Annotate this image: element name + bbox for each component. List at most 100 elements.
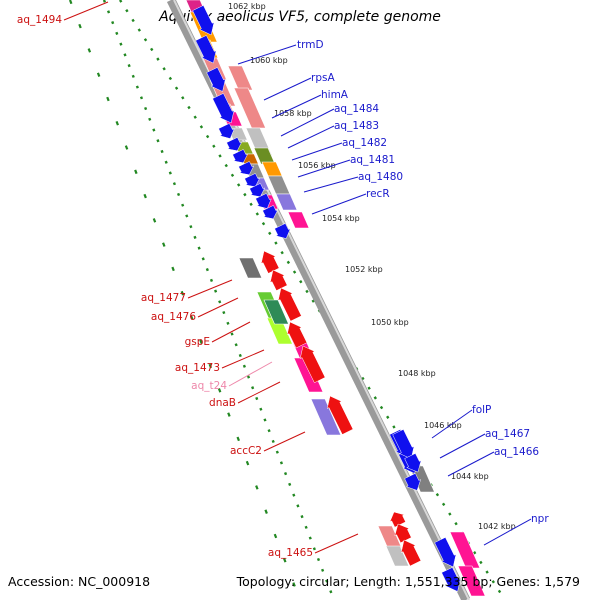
forward-gene-arrow	[232, 149, 249, 164]
forward-gene-leader	[447, 451, 495, 477]
forward-gene-label: folP	[472, 404, 491, 416]
reverse-gene-label: accC2	[230, 445, 262, 457]
forward-gene-arrow	[226, 137, 243, 152]
forward-gene-leader	[280, 108, 335, 137]
cog-block	[377, 525, 403, 549]
cog-block	[287, 211, 310, 229]
topology-label: Topology: circular; Length: 1,551,335 bp…	[236, 574, 580, 589]
tick-label: 1044 kbp	[451, 472, 489, 481]
reverse-gene-arrow	[260, 250, 280, 274]
gene-labels: trmD rpsA himA aq_1484 aq_1483 aq_1482 aq_1481…	[17, 1, 549, 559]
forward-gene-label: rpsA	[311, 72, 335, 84]
forward-gene-label: recR	[366, 188, 390, 200]
reverse-gene-leader	[314, 533, 359, 554]
forward-gene-arrow	[434, 537, 457, 568]
forward-gene-arrow	[255, 193, 272, 209]
reverse-gene-leader	[187, 279, 233, 299]
reverse-gene-arrow	[389, 511, 406, 528]
cog-block	[267, 175, 291, 195]
reverse-gene-arrow	[286, 321, 308, 349]
forward-gene-arrow	[392, 429, 415, 460]
tick-label: 1056 kbp	[298, 161, 336, 170]
forward-gene-arrow	[404, 473, 422, 491]
forward-gene-label: aq_1466	[494, 446, 539, 458]
reverse-gene-leader	[221, 349, 265, 369]
forward-gene-arrow	[249, 183, 266, 198]
reverse-gene-leader	[63, 1, 109, 21]
tick-label: 1050 kbp	[371, 318, 409, 327]
forward-gene-arrow	[441, 567, 461, 592]
forward-gene-leader	[237, 44, 297, 65]
forward-gene-label: aq_1483	[334, 120, 379, 132]
gene-arrows	[192, 5, 461, 592]
cog-block	[261, 161, 283, 177]
forward-gene-leader	[311, 193, 367, 215]
forward-gene-leader	[431, 409, 473, 439]
cog-block	[457, 565, 486, 597]
reverse-gene-leader	[228, 361, 273, 387]
forward-gene-label: trmD	[297, 39, 324, 51]
forward-gene-arrow	[212, 93, 235, 124]
forward-gene-label: npr	[531, 513, 549, 525]
tick-label: 1042 kbp	[478, 522, 516, 531]
forward-gene-arrow	[206, 67, 226, 92]
tick-label: 1060 kbp	[250, 56, 288, 65]
forward-gene-label: aq_1480	[358, 171, 403, 183]
accession-label: Accession: NC_000918	[8, 574, 151, 589]
reverse-gene-leader	[211, 321, 251, 343]
reverse-gene-label: aq_1494	[17, 14, 62, 26]
forward-gene-leader	[287, 125, 335, 149]
reverse-gene-label: gspE	[185, 336, 210, 348]
forward-gene-leader	[483, 518, 532, 546]
reverse-gene-arrow	[394, 523, 412, 544]
reverse-gene-label: aq_1473	[175, 362, 220, 374]
forward-gene-leader	[303, 176, 359, 193]
reverse-gene-label: aq_1465	[268, 547, 313, 559]
cog-block	[275, 193, 298, 211]
forward-gene-arrow	[192, 5, 215, 36]
reverse-gene-label: dnaB	[209, 397, 236, 409]
forward-gene-arrow	[274, 223, 291, 239]
tick-label: 1058 kbp	[274, 109, 312, 118]
tick-labels: 1062 kbp 1060 kbp 1058 kbp 1056 kbp 1054 kbp…	[228, 2, 516, 531]
forward-gene-leader	[439, 433, 486, 459]
forward-gene-label: aq_1484	[334, 103, 379, 115]
forward-gene-label: aq_1482	[342, 137, 387, 149]
cog-block	[227, 65, 254, 91]
tick-label: 1062 kbp	[228, 2, 266, 11]
reverse-gene-label: aq_t24	[191, 380, 227, 392]
forward-gene-arrow	[244, 173, 261, 188]
reverse-gene-label: aq_1477	[141, 292, 186, 304]
cog-block	[449, 531, 481, 569]
cog-block	[310, 398, 342, 436]
forward-gene-arrow	[218, 123, 235, 139]
tick-label: 1052 kbp	[345, 265, 383, 274]
reverse-gene-arrow	[400, 539, 422, 567]
cog-block	[233, 87, 267, 129]
reverse-gene-leader	[237, 381, 281, 404]
cog-block	[238, 257, 263, 279]
reverse-gene-leader	[197, 297, 239, 318]
tick-label: 1048 kbp	[398, 369, 436, 378]
forward-gene-arrow	[238, 161, 255, 176]
tick-label: 1046 kbp	[424, 421, 462, 430]
forward-gene-leader	[297, 159, 351, 178]
cog-block	[385, 545, 410, 567]
genome-title: Aquifex aeolicus VF5, complete genome	[159, 9, 441, 25]
reverse-gene-label: aq_1476	[151, 311, 196, 323]
forward-gene-arrow	[262, 205, 279, 220]
forward-gene-label: aq_1467	[485, 428, 530, 440]
tick-label: 1054 kbp	[322, 214, 360, 223]
reverse-gene-arrow	[269, 269, 288, 291]
forward-gene-label: aq_1481	[350, 154, 395, 166]
forward-gene-leader	[291, 142, 343, 161]
reverse-gene-arrow	[277, 287, 302, 322]
reverse-gene-arrow	[299, 345, 326, 384]
forward-gene-arrow	[195, 35, 217, 64]
tick-dash-line	[68, 0, 302, 600]
forward-gene-arrow	[404, 453, 422, 473]
forward-gene-leader	[271, 94, 322, 119]
reverse-gene-arrow	[326, 395, 354, 435]
